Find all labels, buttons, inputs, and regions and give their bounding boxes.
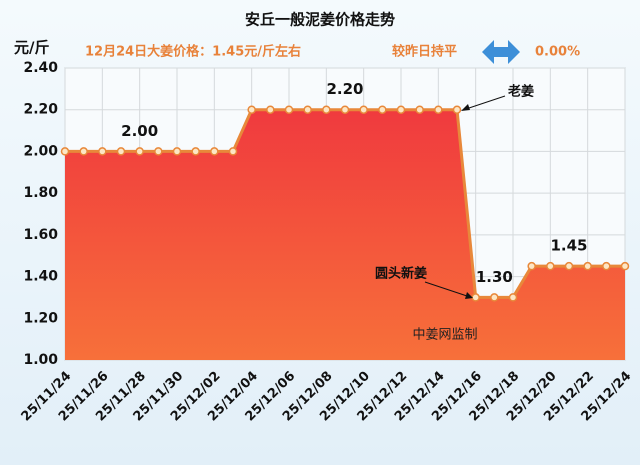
point: [228, 147, 238, 156]
point: [284, 105, 294, 114]
value-label: 2.00: [121, 122, 158, 140]
point: [340, 105, 350, 114]
header-note: 12月24日大姜价格：1.45元/斤左右: [85, 44, 301, 60]
value-label: 1.30: [476, 268, 513, 286]
y-tick-label: 1.20: [23, 310, 58, 326]
annotation-arrow: [424, 281, 471, 298]
y-tick-label: 1.00: [23, 352, 58, 368]
point: [602, 261, 611, 271]
point: [98, 147, 107, 156]
point: [415, 105, 424, 114]
arrow-head: [461, 104, 470, 111]
point: [527, 261, 536, 271]
annotation-arrow: [462, 95, 506, 111]
point: [583, 261, 592, 271]
point: [266, 105, 275, 114]
point: [79, 147, 88, 156]
point: [396, 105, 406, 114]
point: [154, 147, 163, 156]
point: [247, 105, 256, 114]
point: [303, 105, 312, 114]
point: [490, 293, 499, 302]
point: [434, 105, 443, 114]
point: [378, 105, 387, 114]
point: [322, 105, 331, 114]
point: [60, 147, 70, 156]
point: [359, 105, 368, 114]
point: [620, 261, 630, 271]
y-axis-label: 元/斤: [14, 39, 49, 57]
arrow-head: [465, 292, 473, 299]
y-tick-label: 1.60: [23, 227, 58, 243]
point: [546, 261, 555, 271]
chart-title: 安丘一般泥姜价格走势: [245, 11, 395, 29]
point: [116, 147, 126, 156]
y-tick-label: 2.40: [23, 60, 58, 76]
point: [172, 147, 182, 156]
point: [191, 147, 200, 156]
point: [564, 261, 574, 271]
change-value: 0.00%: [535, 45, 580, 60]
annotation: 圆头新姜: [375, 266, 427, 282]
point: [452, 105, 462, 114]
annotation: 老姜: [507, 84, 534, 100]
point: [210, 147, 219, 156]
y-tick-label: 1.40: [23, 269, 58, 285]
y-tick-label: 2.20: [23, 102, 58, 118]
value-label: 1.45: [550, 237, 587, 255]
value-label: 2.20: [326, 80, 363, 98]
y-tick-label: 2.00: [23, 143, 58, 159]
point: [508, 293, 518, 302]
change-label: 较昨日持平: [392, 44, 457, 60]
source-note: 中姜网监制: [412, 328, 477, 343]
point: [135, 147, 144, 156]
flat-icon: [482, 40, 520, 64]
y-tick-label: 1.80: [23, 185, 58, 201]
point: [471, 293, 480, 302]
